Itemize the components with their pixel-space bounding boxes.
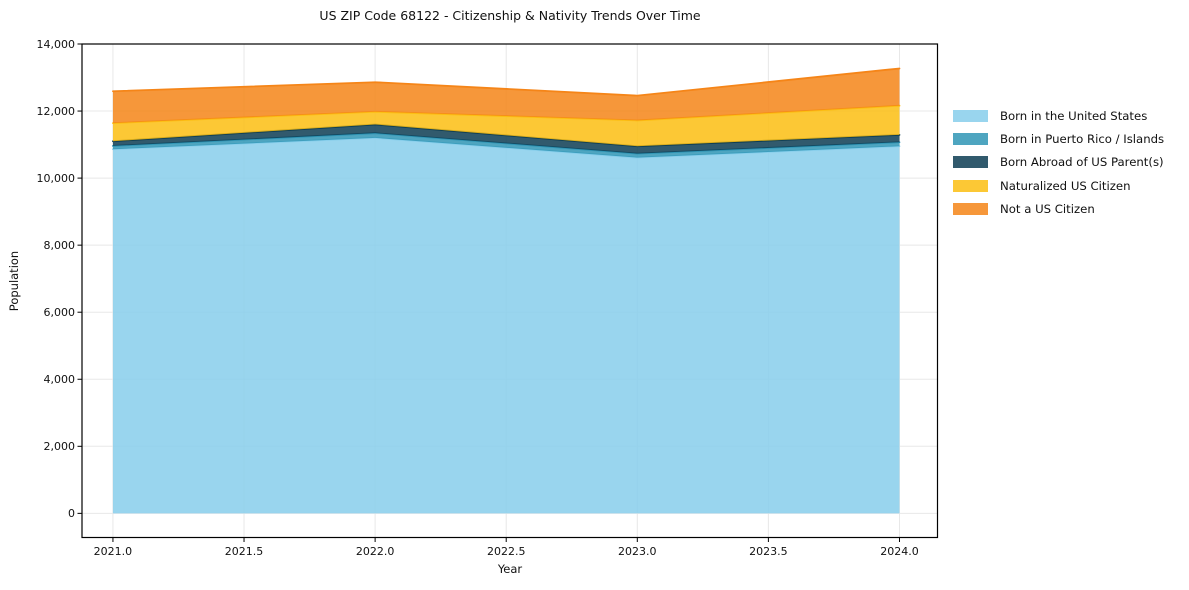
legend-swatch-born-in-puerto-rico-islands [953,132,988,145]
axes-frame [81,43,939,539]
y-axis-label: Population [7,250,21,312]
y-tick-label: 12,000 [37,105,76,118]
y-tick-label: 10,000 [37,172,76,185]
legend-swatch-not-a-us-citizen [953,202,988,215]
legend-item-born-abroad-of-us-parent-s: Born Abroad of US Parent(s) [953,151,1164,174]
legend-label: Born in Puerto Rico / Islands [1000,131,1165,146]
legend-swatch-naturalized-us-citizen [953,179,988,192]
area-not-a-us-citizen [112,68,900,124]
y-tick-label: 6,000 [44,306,76,319]
y-tick-label: 0 [68,507,75,520]
x-tick-label: 2021.0 [94,545,133,558]
x-tick-label: 2022.0 [356,545,395,558]
x-tick-label: 2022.5 [487,545,526,558]
legend: Born in the United States Born in Puerto … [953,104,1164,220]
legend-item-naturalized-us-citizen: Naturalized US Citizen [953,174,1164,197]
legend-label: Born in the United States [1000,108,1148,123]
legend-item-not-a-us-citizen: Not a US Citizen [953,197,1164,220]
legend-swatch-born-abroad-of-us-parent-s [953,156,988,169]
x-tick-label: 2023.0 [618,545,657,558]
y-tick-label: 2,000 [44,440,76,453]
legend-item-born-in-the-united-states: Born in the United States [953,104,1164,127]
area-born-abroad-of-us-parent-s [112,124,900,154]
edge-not-a-us-citizen [112,67,901,97]
legend-label: Not a US Citizen [1000,201,1095,216]
legend-label: Born Abroad of US Parent(s) [1000,155,1164,170]
x-tick-label: 2024.0 [880,545,919,558]
x-axis-label: Year [497,562,523,576]
legend-label: Naturalized US Citizen [1000,178,1131,193]
y-tick-label: 14,000 [37,38,76,51]
legend-item-born-in-puerto-rico-islands: Born in Puerto Rico / Islands [953,127,1164,150]
x-tick-label: 2021.5 [225,545,264,558]
x-tick-label: 2023.5 [749,545,788,558]
y-tick-label: 8,000 [44,239,76,252]
area-born-in-the-united-states [112,137,900,514]
y-tick-label: 4,000 [44,373,76,386]
legend-swatch-born-in-the-united-states [953,109,988,122]
area-naturalized-us-citizen [112,105,900,147]
chart-title: US ZIP Code 68122 - Citizenship & Nativi… [319,8,701,23]
